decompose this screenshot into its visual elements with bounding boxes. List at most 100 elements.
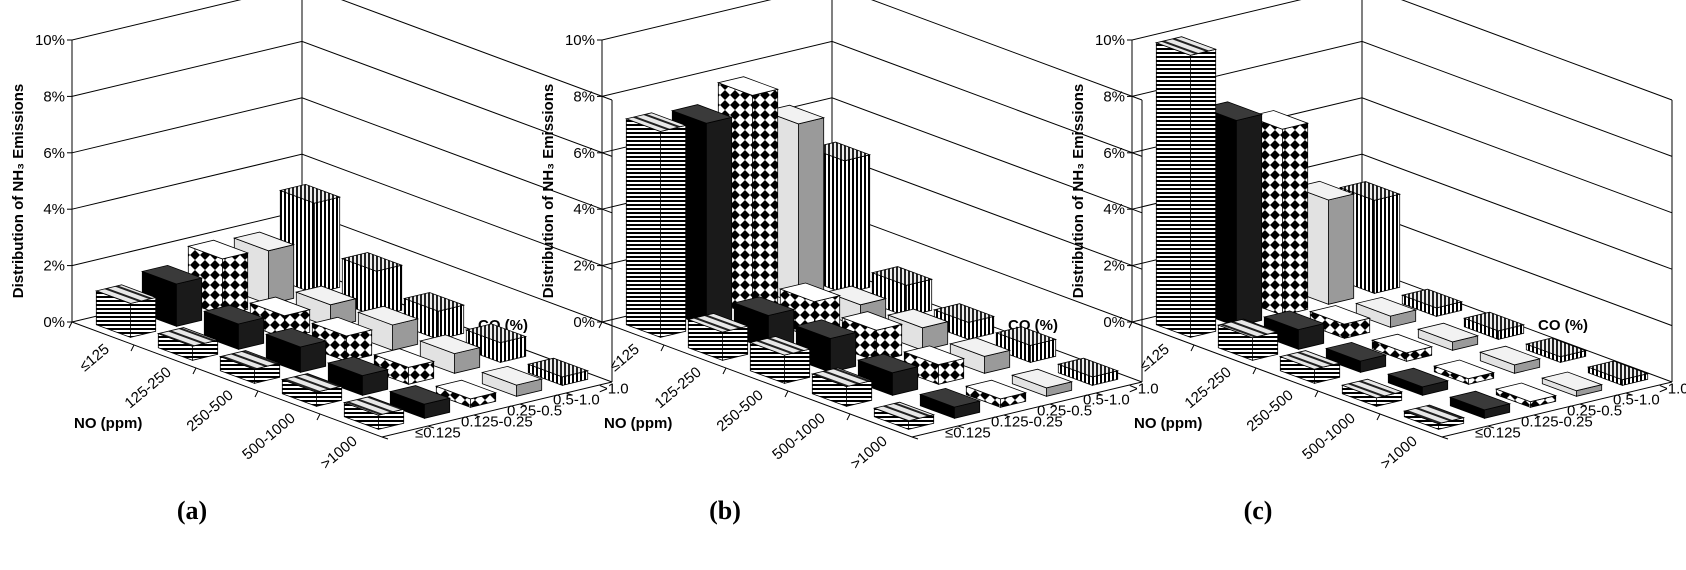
bar xyxy=(1416,322,1480,351)
bar xyxy=(1478,345,1542,374)
chart-panel-2: 0% 2% 4% 6% 8% 10% Distribution of NH₃ Emissio… xyxy=(540,0,1159,525)
bar xyxy=(810,367,874,407)
y-tick-label: 10% xyxy=(1095,32,1125,49)
y-tick-label: 4% xyxy=(43,201,65,218)
y-tick-label: 8% xyxy=(1103,88,1125,105)
x-tick-label: 250-500 xyxy=(184,387,237,435)
x-tick-label: >1000 xyxy=(1377,433,1420,473)
bar xyxy=(1340,378,1404,407)
y-tick-label: 0% xyxy=(43,314,65,331)
x-tick-label: >1000 xyxy=(317,433,360,473)
y-tick-label: 6% xyxy=(1103,145,1125,162)
z-tick-label: ≤0.125 xyxy=(945,425,991,442)
x-tick-label: 500-1000 xyxy=(239,410,298,464)
z-tick-label: ≤0.125 xyxy=(415,425,461,442)
z-tick-label: 0.5-1.0 xyxy=(1613,392,1660,409)
bar xyxy=(932,303,996,340)
y-tick-label: 4% xyxy=(573,201,595,218)
bar xyxy=(1262,310,1326,350)
bar xyxy=(686,313,750,361)
bar xyxy=(342,396,406,430)
bar xyxy=(1010,368,1074,397)
x-axis-label: NO (ppm) xyxy=(74,415,142,432)
y-axis-label: Distribution of NH₃ Emissions xyxy=(10,84,27,298)
z-tick-label: 0.125-0.25 xyxy=(991,414,1063,431)
y-axis-label: Distribution of NH₃ Emissions xyxy=(1070,84,1087,298)
bar xyxy=(1400,288,1464,317)
y-tick-label: 2% xyxy=(1103,258,1125,275)
x-tick-label: 500-1000 xyxy=(769,410,828,464)
chart-panel-1: 0% 2% 4% 6% 8% 10% Distribution of NH₃ Emissio… xyxy=(10,0,629,525)
x-tick-label: 125-250 xyxy=(122,364,175,412)
chart-panel-3: 0% 2% 4% 6% 8% 10% Distribution of NH₃ Emissio… xyxy=(1070,0,1686,525)
bar xyxy=(1216,318,1280,361)
bar xyxy=(1308,305,1372,339)
bar xyxy=(1324,341,1388,373)
bar xyxy=(140,264,204,327)
bar xyxy=(1524,337,1588,363)
bar xyxy=(902,345,966,385)
y-tick-label: 8% xyxy=(43,88,65,105)
panel-label: (b) xyxy=(709,496,741,525)
bar xyxy=(1432,359,1496,385)
bar xyxy=(464,323,528,363)
bar xyxy=(418,334,482,374)
x-axis-label: NO (ppm) xyxy=(1134,415,1202,432)
bar xyxy=(326,356,390,396)
bar xyxy=(156,327,220,361)
panel-label: (a) xyxy=(177,496,207,525)
bar xyxy=(964,379,1028,408)
z-tick-label: >1.0 xyxy=(1129,381,1159,398)
x-tick-label: 125-250 xyxy=(652,364,705,412)
bar xyxy=(434,379,498,408)
bar xyxy=(1448,390,1512,419)
panel-label: (c) xyxy=(1244,496,1273,525)
bar xyxy=(994,326,1058,363)
z-tick-label: >1.0 xyxy=(599,381,629,398)
y-tick-label: 10% xyxy=(565,32,595,49)
y-tick-label: 6% xyxy=(573,145,595,162)
x-tick-label: ≤125 xyxy=(76,341,112,375)
bar xyxy=(624,112,688,338)
bar xyxy=(948,337,1012,374)
bar xyxy=(1056,357,1120,386)
bar xyxy=(856,353,920,396)
bar xyxy=(1370,333,1434,362)
bar xyxy=(1540,371,1604,397)
z-tick-label: 0.25-0.5 xyxy=(1567,403,1622,420)
bar xyxy=(1462,311,1526,340)
bar xyxy=(356,305,420,351)
y-tick-label: 8% xyxy=(573,88,595,105)
y-tick-label: 6% xyxy=(43,145,65,162)
bar xyxy=(1354,296,1418,328)
bar xyxy=(1402,404,1466,430)
z-tick-label: 0.25-0.5 xyxy=(507,403,562,420)
bar xyxy=(526,357,590,386)
y-tick-label: 2% xyxy=(43,258,65,275)
y-tick-label: 0% xyxy=(573,314,595,331)
bar xyxy=(1154,36,1218,338)
bar xyxy=(1494,382,1558,408)
z-tick-label: 0.125-0.25 xyxy=(461,414,533,431)
y-axis-label: Distribution of NH₃ Emissions xyxy=(540,84,557,298)
bar xyxy=(388,385,452,419)
y-tick-label: 10% xyxy=(35,32,65,49)
bar xyxy=(1278,350,1342,384)
bar xyxy=(872,401,936,430)
y-tick-label: 0% xyxy=(1103,314,1125,331)
x-tick-label: 250-500 xyxy=(1244,387,1297,435)
bar xyxy=(918,387,982,419)
z-tick-label: 0.5-1.0 xyxy=(553,392,600,409)
bar xyxy=(280,373,344,407)
bar xyxy=(1586,360,1650,386)
x-axis-label: NO (ppm) xyxy=(604,415,672,432)
bar xyxy=(1386,367,1450,396)
y-tick-label: 4% xyxy=(1103,201,1125,218)
x-tick-label: 125-250 xyxy=(1182,364,1235,412)
z-tick-label: 0.125-0.25 xyxy=(1521,414,1593,431)
z-axis-label: CO (%) xyxy=(1538,317,1588,334)
bar xyxy=(748,336,812,384)
x-tick-label: 500-1000 xyxy=(1299,410,1358,464)
